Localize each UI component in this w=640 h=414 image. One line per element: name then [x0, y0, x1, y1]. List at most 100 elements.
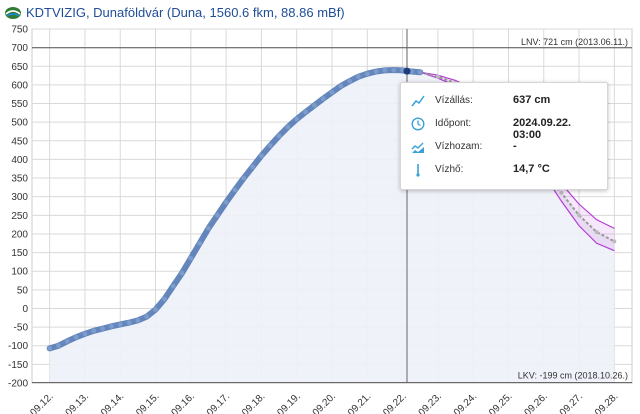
x-tick-label: 09.20. — [311, 391, 338, 414]
y-tick-label: -200 — [8, 379, 28, 390]
measured-point[interactable] — [223, 199, 229, 205]
measured-point[interactable] — [214, 212, 220, 218]
x-axis-ticks: 09.12. 09.13. 09.14. 09.15. 09.16. 09.17. 09.1… — [28, 391, 620, 414]
tooltip-discharge-value: - — [513, 140, 517, 152]
measured-point[interactable] — [356, 74, 361, 80]
y-tick-label: 750 — [11, 25, 28, 36]
measured-point[interactable] — [126, 320, 132, 326]
data-tooltip: Vízállás: 637 cm Időpont: 2024.09.22. 03… — [400, 82, 608, 190]
x-tick-label: 09.21. — [346, 391, 373, 414]
measured-point[interactable] — [100, 326, 105, 331]
y-tick-label: 350 — [11, 174, 28, 185]
y-tick-label: 50 — [17, 285, 29, 296]
measured-point[interactable] — [73, 334, 79, 340]
kdtvizig-logo-icon — [5, 7, 21, 19]
y-tick-label: 300 — [11, 192, 28, 203]
forecast-point[interactable] — [594, 230, 599, 235]
measured-point[interactable] — [109, 323, 114, 329]
measured-point[interactable] — [188, 255, 194, 261]
measured-point[interactable] — [144, 314, 150, 320]
forecast-point[interactable] — [577, 213, 582, 218]
y-tick-label: 700 — [11, 43, 28, 54]
measured-point[interactable] — [206, 225, 211, 231]
tooltip-level-value: 637 cm — [513, 94, 551, 106]
x-tick-label: 09.16. — [170, 391, 197, 414]
water-level-icon — [411, 95, 425, 107]
x-tick-label: 09.17. — [205, 391, 232, 414]
y-axis-ticks: -200 -150 -100 -50 0 50 100 150 200 250 300 350 400 4… — [8, 25, 28, 390]
measured-point[interactable] — [161, 296, 167, 302]
measured-point[interactable] — [311, 102, 317, 108]
chart-header: KDTVIZIG, Dunaföldvár (Duna, 1560.6 fkm,… — [0, 0, 640, 26]
y-tick-label: 400 — [11, 155, 28, 166]
y-tick-label: 500 — [11, 118, 28, 129]
measured-point[interactable] — [338, 83, 344, 89]
tooltip-row-discharge: Vízhozam: - — [411, 139, 601, 157]
measured-point[interactable] — [64, 338, 70, 344]
y-tick-label: 650 — [11, 62, 28, 73]
y-tick-label: -150 — [8, 360, 28, 371]
highlight-point[interactable] — [403, 67, 411, 75]
discharge-icon — [411, 142, 424, 153]
x-tick-label: 09.22. — [381, 391, 408, 414]
tooltip-time-label: Időpont: — [435, 118, 472, 129]
measured-point[interactable] — [117, 322, 123, 327]
measured-point[interactable] — [47, 345, 53, 351]
x-tick-label: 09.23. — [417, 391, 444, 414]
measured-point[interactable] — [91, 328, 97, 334]
forecast-point[interactable] — [559, 190, 564, 195]
y-tick-label: 450 — [11, 136, 28, 147]
y-tick-label: 200 — [11, 229, 28, 240]
measured-point[interactable] — [373, 69, 379, 74]
measured-point[interactable] — [153, 307, 158, 312]
tooltip-time-value: 2024.09.22. 03:00 — [513, 117, 572, 141]
y-tick-label: 250 — [11, 211, 28, 222]
measured-point[interactable] — [347, 78, 353, 84]
forecast-point[interactable] — [612, 239, 617, 244]
measured-point[interactable] — [285, 124, 291, 130]
x-tick-label: 09.26. — [522, 391, 549, 414]
chart-title: KDTVIZIG, Dunaföldvár (Duna, 1560.6 fkm,… — [26, 5, 345, 20]
measured-point[interactable] — [232, 187, 238, 193]
thermometer-icon — [416, 164, 420, 177]
y-tick-label: 100 — [11, 267, 28, 278]
measured-point[interactable] — [170, 283, 176, 289]
y-tick-label: 550 — [11, 99, 28, 110]
measured-point[interactable] — [329, 89, 335, 95]
measured-point[interactable] — [417, 69, 423, 75]
tooltip-level-label: Vízállás: — [435, 95, 473, 106]
y-tick-label: -50 — [14, 323, 29, 334]
measured-point[interactable] — [382, 67, 388, 73]
measured-point[interactable] — [294, 116, 300, 122]
measured-point[interactable] — [391, 67, 397, 73]
y-tick-label: 0 — [22, 304, 28, 315]
measured-point[interactable] — [56, 343, 61, 349]
measured-point[interactable] — [135, 317, 141, 323]
x-tick-label: 09.18. — [240, 391, 267, 414]
measured-point[interactable] — [276, 133, 282, 139]
measured-point[interactable] — [303, 109, 308, 115]
x-tick-label: 09.13. — [64, 391, 91, 414]
x-tick-label: 09.25. — [487, 391, 514, 414]
lnv-label: LNV: 721 cm (2013.06.11.) — [521, 37, 628, 47]
y-tick-label: 150 — [11, 248, 28, 259]
y-tick-label: -100 — [8, 341, 28, 352]
x-tick-label: 09.14. — [99, 391, 126, 414]
tooltip-row-temperature: Vízhő: 14,7 °C — [411, 162, 601, 180]
measured-point[interactable] — [364, 71, 370, 77]
measured-point[interactable] — [250, 164, 255, 170]
x-tick-label: 09.24. — [452, 391, 479, 414]
measured-point[interactable] — [267, 143, 273, 149]
measured-point[interactable] — [82, 331, 88, 337]
lkv-label: LKV: -199 cm (2018.10.26.) — [518, 371, 628, 381]
tooltip-row-time: Időpont: 2024.09.22. 03:00 — [411, 116, 601, 141]
measured-point[interactable] — [179, 270, 185, 276]
forecast-band — [420, 72, 615, 251]
tooltip-discharge-label: Vízhozam: — [435, 141, 483, 152]
measured-point[interactable] — [320, 96, 326, 102]
measured-point[interactable] — [241, 175, 247, 181]
measured-point[interactable] — [197, 240, 203, 246]
measured-point[interactable] — [259, 153, 264, 159]
forecast-point[interactable] — [435, 74, 440, 79]
